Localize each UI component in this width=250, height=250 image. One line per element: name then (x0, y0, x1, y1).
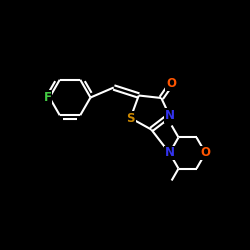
Text: S: S (126, 112, 135, 124)
Text: N: N (164, 146, 174, 160)
Text: O: O (166, 77, 176, 90)
Text: O: O (200, 146, 210, 160)
Text: F: F (44, 91, 52, 104)
Text: N: N (164, 109, 174, 122)
